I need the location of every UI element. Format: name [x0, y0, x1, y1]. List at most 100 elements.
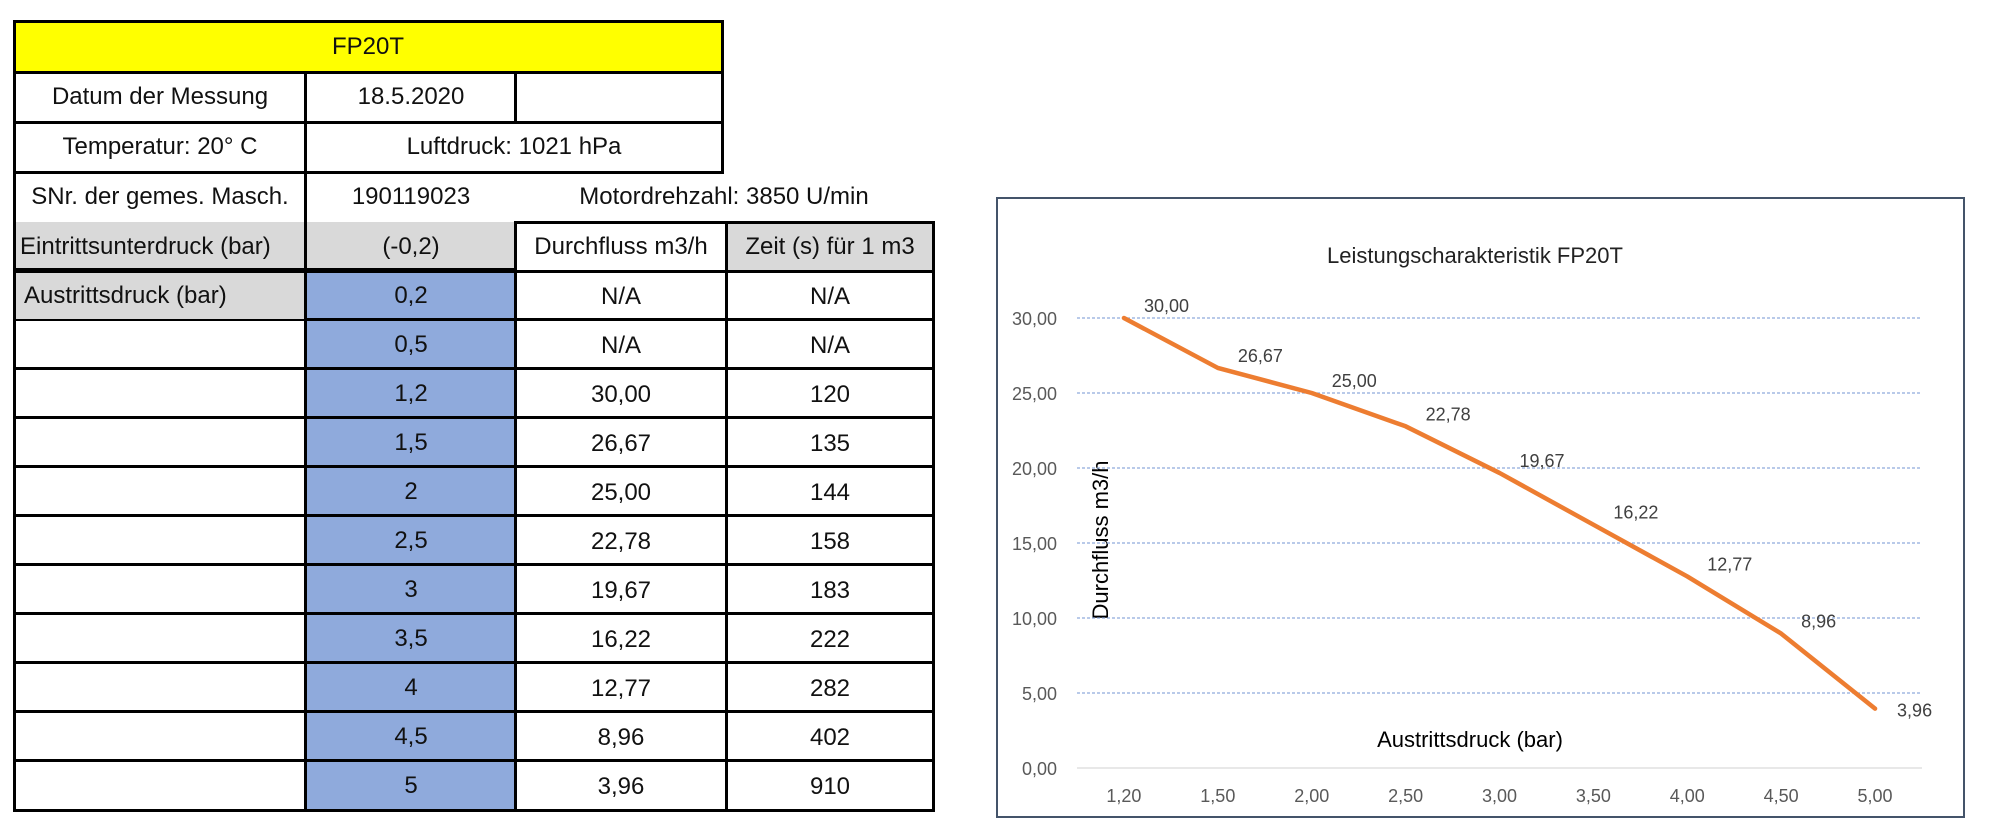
grid-line — [514, 71, 517, 124]
time-value: 222 — [809, 625, 851, 653]
grid-line — [932, 221, 935, 812]
inlet-label-cell: Eintrittsunterdruck (bar) — [14, 222, 306, 272]
grid-line — [304, 71, 307, 812]
pressure-cell: 4,5 — [306, 713, 516, 760]
inlet-value: (-0,2) — [382, 233, 440, 260]
air-pressure-text: Luftdruck: 1021 hPa — [406, 133, 622, 160]
time-value: 183 — [809, 576, 851, 604]
data-label: 3,96 — [1897, 701, 1932, 721]
flow-value: N/A — [600, 282, 641, 310]
pressure-cell: 1,5 — [306, 419, 516, 466]
time-value: 135 — [809, 429, 851, 457]
date-value: 18.5.2020 — [357, 83, 465, 110]
time-cell: 910 — [726, 762, 934, 811]
x-tick-label: 3,00 — [1482, 786, 1517, 806]
pressure-value: 0,5 — [394, 330, 428, 358]
pressure-cell: 2,5 — [306, 517, 516, 564]
grid-line — [13, 171, 724, 174]
grid-line — [13, 809, 935, 812]
table-title: FP20T — [331, 33, 405, 60]
pressure-cell: 2 — [306, 468, 516, 515]
y-axis-label: Durchfluss m3/h — [1088, 461, 1113, 620]
x-tick-label: 2,50 — [1388, 786, 1423, 806]
inlet-value-cell: (-0,2) — [306, 222, 516, 272]
pressure-value: 5 — [404, 771, 418, 799]
flow-header: Durchfluss m3/h — [534, 233, 708, 260]
pressure-cell: 5 — [306, 762, 516, 809]
pressure-value: 0,2 — [394, 281, 428, 309]
pressure-cell: 3 — [306, 566, 516, 613]
x-tick-label: 4,50 — [1764, 786, 1799, 806]
x-axis-label: Austrittsdruck (bar) — [1377, 727, 1563, 752]
grid-line — [13, 759, 935, 762]
serial-value: 190119023 — [351, 183, 471, 210]
data-label: 8,96 — [1801, 612, 1836, 632]
flow-value: 16,22 — [590, 625, 652, 653]
x-tick-label: 1,50 — [1200, 786, 1235, 806]
pressure-cell: 3,5 — [306, 615, 516, 662]
data-label: 22,78 — [1426, 404, 1471, 424]
flow-value: N/A — [600, 331, 641, 359]
pressure-value: 2,5 — [394, 526, 428, 554]
pressure-value: 4 — [404, 673, 418, 701]
flow-cell: 3,96 — [516, 762, 726, 811]
flow-value: 30,00 — [590, 380, 652, 408]
series-line-group — [1121, 315, 1878, 711]
x-tick-label: 3,50 — [1576, 786, 1611, 806]
time-value: 120 — [809, 380, 851, 408]
grid-line — [721, 20, 724, 174]
data-label: 30,00 — [1144, 296, 1189, 316]
flow-value: 8,96 — [597, 723, 645, 751]
date-label: Datum der Messung — [51, 83, 269, 110]
inlet-label: Eintrittsunterdruck (bar) — [20, 233, 271, 260]
date-value-cell: 18.5.2020 — [306, 72, 516, 122]
grid-line — [13, 661, 935, 664]
y-tick-label: 20,00 — [1012, 459, 1057, 479]
grid-line — [13, 268, 516, 273]
grid-line — [13, 20, 724, 23]
time-cell: 402 — [726, 713, 934, 762]
pressure-value: 1,2 — [394, 379, 428, 407]
flow-cell: N/A — [516, 272, 726, 321]
grid-line — [514, 221, 517, 812]
pressure-cell: 0,2 — [306, 272, 516, 319]
grid-line — [13, 465, 935, 468]
time-value: N/A — [809, 282, 850, 310]
pressure-value: 1,5 — [394, 428, 428, 456]
y-tick-label: 10,00 — [1012, 609, 1057, 629]
data-label: 26,67 — [1238, 346, 1283, 366]
series-line — [1121, 315, 1878, 711]
x-tick-label: 1,20 — [1106, 786, 1141, 806]
time-value: 144 — [809, 478, 851, 506]
serial-label-cell: SNr. der gemes. Masch. — [14, 172, 306, 222]
flow-value: 3,96 — [597, 772, 645, 800]
pressure-cell: 0,5 — [306, 321, 516, 368]
time-header-cell: Zeit (s) für 1 m3 — [726, 222, 934, 272]
flow-value: 22,78 — [590, 527, 652, 555]
motor-speed-text: Motordrehzahl: 3850 U/min — [579, 183, 869, 210]
y-tick-label: 25,00 — [1012, 384, 1057, 404]
flow-value: 25,00 — [590, 478, 652, 506]
time-value: 910 — [809, 772, 851, 800]
chart-frame — [996, 197, 1965, 818]
grid-line — [13, 20, 16, 812]
grid-line — [306, 318, 935, 321]
grid-line — [13, 514, 935, 517]
data-label: 12,77 — [1707, 554, 1752, 574]
pressure-value: 4,5 — [394, 722, 428, 750]
temperature-text: Temperatur: 20° C — [62, 133, 258, 160]
data-label: 25,00 — [1332, 371, 1377, 391]
y-axis-ticks: 0,00 5,00 10,00 15,00 20,00 25,00 30,00 — [1012, 309, 1057, 779]
flow-cell: 30,00 — [516, 370, 726, 419]
grid-line — [13, 319, 306, 321]
time-header: Zeit (s) für 1 m3 — [745, 233, 915, 260]
flow-header-cell: Durchfluss m3/h — [516, 222, 726, 272]
time-cell: 135 — [726, 419, 934, 468]
flow-cell: 8,96 — [516, 713, 726, 762]
time-cell: 158 — [726, 517, 934, 566]
flow-cell: 26,67 — [516, 419, 726, 468]
grid-line — [13, 563, 935, 566]
time-value: 402 — [809, 723, 851, 751]
time-cell: 282 — [726, 664, 934, 713]
